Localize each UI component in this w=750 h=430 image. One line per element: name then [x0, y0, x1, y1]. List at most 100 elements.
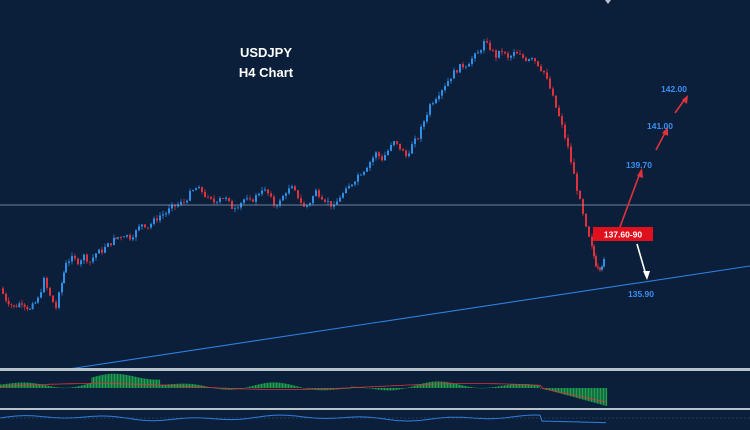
- candle-body: [366, 167, 368, 172]
- oscillator-bar: [142, 378, 144, 388]
- level-139-70: 139.70: [626, 160, 652, 170]
- oscillator-bar: [537, 384, 539, 388]
- oscillator-bar: [292, 385, 294, 388]
- oscillator-bar: [102, 374, 104, 388]
- oscillator-bar: [469, 386, 471, 388]
- oscillator-bar: [456, 383, 458, 388]
- oscillator-bar: [498, 386, 500, 388]
- oscillator-bar: [409, 387, 411, 388]
- candle-body: [115, 237, 117, 239]
- candle-body: [360, 174, 362, 176]
- candle-body: [52, 295, 54, 303]
- candle-body: [189, 190, 191, 201]
- oscillator-bar: [120, 374, 122, 388]
- oscillator-bar: [264, 383, 266, 388]
- oscillator-bar: [187, 383, 189, 388]
- candle-body: [576, 173, 578, 191]
- candle-body: [519, 53, 521, 55]
- candle-body: [534, 58, 536, 62]
- oscillator-bar: [298, 386, 300, 388]
- candle-body: [507, 53, 509, 58]
- candle-body: [510, 55, 512, 58]
- candle-body: [83, 254, 85, 261]
- oscillator-bar: [51, 386, 53, 388]
- oscillator-bar: [345, 388, 347, 389]
- oscillator-bar: [228, 388, 230, 390]
- oscillator-bar: [346, 388, 348, 389]
- candle-body: [375, 152, 377, 158]
- oscillator-bar: [558, 388, 560, 393]
- oscillator-bar: [538, 385, 540, 388]
- oscillator-bar: [564, 388, 566, 395]
- oscillator-bar: [529, 384, 531, 388]
- oscillator-bar: [568, 388, 570, 396]
- oscillator-bar: [559, 388, 561, 394]
- oscillator-bar: [190, 383, 192, 388]
- candle-body: [561, 116, 563, 125]
- oscillator-bar: [525, 384, 527, 388]
- candle-body: [513, 52, 515, 56]
- oscillator-bar: [100, 375, 102, 388]
- candle-body: [219, 198, 221, 202]
- candle-body: [183, 201, 185, 203]
- candle-body: [393, 141, 395, 145]
- oscillator-bar: [124, 374, 126, 388]
- candle-body: [441, 90, 443, 96]
- oscillator-bar: [433, 381, 435, 388]
- oscillator-bar: [579, 388, 581, 399]
- candle-body: [345, 188, 347, 194]
- oscillator-bar: [447, 382, 449, 388]
- oscillator-bar: [589, 388, 591, 402]
- candle-body: [339, 197, 341, 202]
- oscillator-bar: [430, 381, 432, 388]
- candle-body: [243, 199, 245, 203]
- oscillator-bar: [153, 379, 155, 388]
- candle-body: [174, 204, 176, 207]
- oscillator-bar: [229, 388, 231, 390]
- oscillator-bar: [280, 382, 282, 388]
- oscillator-bar: [78, 386, 80, 388]
- oscillator-bar: [376, 388, 378, 390]
- oscillator-bar: [507, 385, 509, 388]
- oscillator-bar: [253, 385, 255, 388]
- oscillator-bar: [508, 384, 510, 388]
- oscillator-bar: [274, 382, 276, 388]
- oscillator-bar: [381, 388, 383, 390]
- oscillator-bar: [388, 388, 390, 391]
- candle-body: [432, 103, 434, 105]
- candle-body: [546, 72, 548, 79]
- candle-body: [603, 259, 605, 267]
- candle-body: [399, 143, 401, 150]
- candle-body: [462, 64, 464, 68]
- oscillator-bar: [193, 384, 195, 388]
- oscillator-bar: [556, 388, 558, 393]
- candle-body: [165, 213, 167, 215]
- oscillator-bar: [270, 382, 272, 388]
- candle-body: [333, 204, 335, 207]
- candle-body: [579, 190, 581, 200]
- candle-body: [276, 205, 278, 207]
- oscillator-bar: [555, 388, 557, 393]
- oscillator-bar: [378, 388, 380, 390]
- oscillator-bar: [201, 385, 203, 388]
- oscillator-bar: [138, 377, 140, 388]
- oscillator-bar: [439, 381, 441, 388]
- candle-body: [5, 293, 7, 301]
- level-141: 141.00: [647, 121, 673, 131]
- oscillator-bar: [463, 385, 465, 388]
- candle-body: [351, 184, 353, 187]
- oscillator-bar: [250, 386, 252, 388]
- candle-body: [147, 227, 149, 229]
- candle-body: [55, 302, 57, 308]
- oscillator-bar: [84, 384, 86, 388]
- oscillator-bar: [247, 387, 249, 388]
- candle-body: [435, 99, 437, 104]
- candle-body: [74, 255, 76, 259]
- oscillator-bar: [571, 388, 573, 397]
- oscillator-bar: [127, 375, 129, 388]
- candle-body: [390, 144, 392, 151]
- oscillator-bar: [448, 382, 450, 388]
- oscillator-bar: [417, 384, 419, 388]
- candle-body: [225, 197, 227, 199]
- candle-body: [110, 243, 112, 245]
